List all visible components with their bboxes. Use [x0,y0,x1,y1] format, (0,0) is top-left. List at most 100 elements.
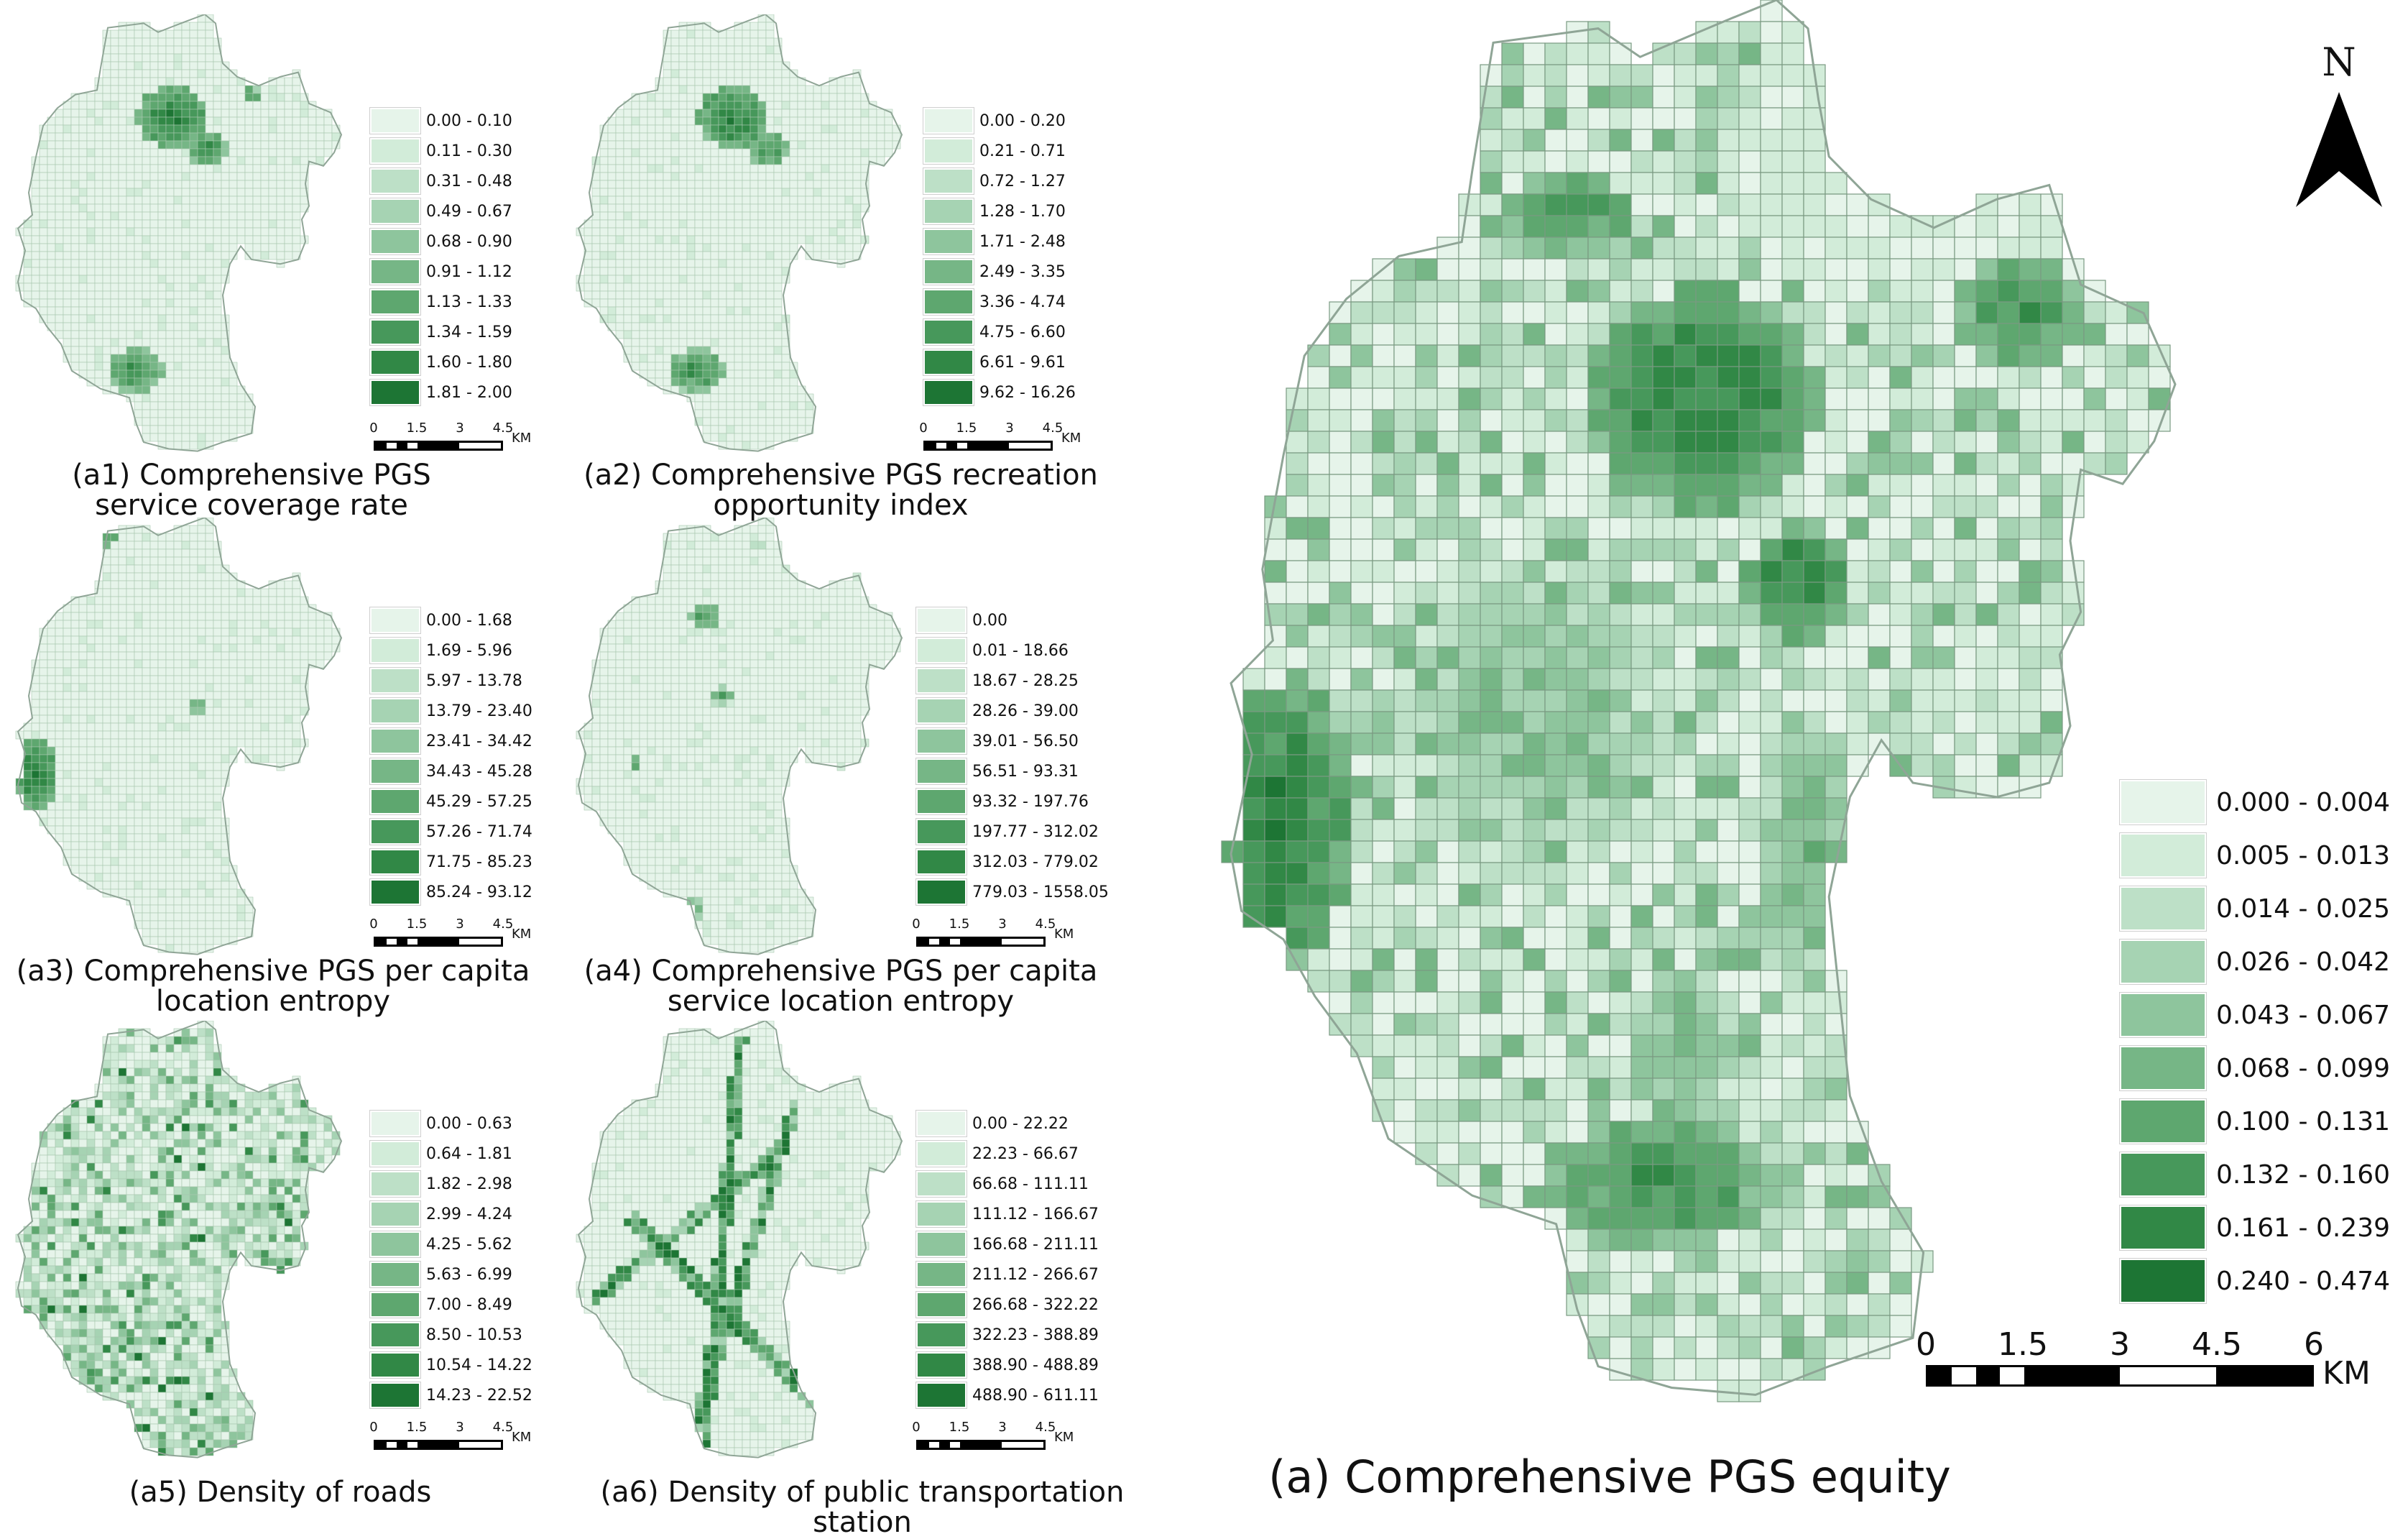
grid-cell [205,794,214,803]
grid-cell [726,243,735,252]
legend-swatch [369,637,421,664]
grid-cell [78,330,88,339]
grid-cell [678,172,688,181]
grid-cell [126,180,135,189]
grid-cell [591,235,601,244]
grid-cell [94,841,103,850]
grid-cell [252,643,262,653]
grid-cell [615,180,624,189]
grid-cell [757,667,767,676]
grid-cell [694,651,704,661]
grid-cell [126,61,135,70]
grid-cell [181,936,190,945]
grid-cell [694,140,704,150]
grid-cell [70,738,80,748]
grid-cell [781,596,790,605]
grid-cell [165,691,175,700]
grid-cell [607,298,617,308]
grid-cell [734,61,743,70]
grid-cell [157,377,167,387]
grid-cell [268,109,277,118]
grid-cell [102,132,111,142]
grid-cell [734,346,743,355]
grid-cell [86,322,96,331]
grid-cell [142,354,151,363]
grid-cell [126,132,135,142]
grid-cell [300,635,309,645]
grid-cell [78,730,88,740]
grid-cell [781,140,790,150]
grid-cell [718,338,727,347]
scale-segment [376,443,387,449]
grid-cell [205,203,214,213]
grid-cell [189,746,198,755]
grid-cell [157,417,167,426]
grid-cell [118,85,127,94]
grid-cell [126,715,135,724]
grid-cell [252,651,262,661]
grid-cell [836,588,846,597]
grid-cell [757,290,767,300]
grid-cell [797,227,806,236]
grid-cell [813,132,822,142]
grid-cell [821,715,830,724]
grid-cell [805,227,814,236]
grid-cell [229,659,238,669]
grid-cell [55,251,64,260]
grid-cell [142,881,151,890]
grid-cell [126,817,135,827]
grid-cell [142,417,151,426]
grid-cell [615,707,624,716]
grid-cell [157,635,167,645]
grid-cell [718,148,727,157]
grid-cell [742,251,751,260]
grid-cell [639,362,648,371]
grid-cell [189,203,198,213]
grid-cell [655,596,664,605]
legend-item: 0.00 - 1.68 [369,607,532,634]
grid-cell [829,148,838,157]
grid-cell [663,715,672,724]
grid-cell [726,77,735,86]
grid-cell [149,290,159,300]
grid-cell [47,786,56,795]
legend-label: 1.81 - 2.00 [426,383,512,402]
grid-cell [157,354,167,363]
grid-cell [773,243,783,252]
grid-cell [149,572,159,582]
grid-cell [173,227,183,236]
grid-cell [276,77,285,86]
grid-cell [781,322,790,331]
grid-cell [663,180,672,189]
grid-cell [110,881,119,890]
grid-cell [702,37,711,47]
grid-cell [726,140,735,150]
grid-cell [631,267,640,276]
grid-cell [631,346,640,355]
grid-cell [292,77,301,86]
grid-cell [118,849,127,858]
grid-cell [852,715,862,724]
grid-cell [165,564,175,574]
grid-cell [47,770,56,779]
grid-cell [655,211,664,221]
grid-cell [31,794,40,803]
grid-cell [205,936,214,945]
grid-cell [686,667,696,676]
grid-cell [165,306,175,316]
grid-cell [639,596,648,605]
grid-cell [110,330,119,339]
grid-cell [110,140,119,150]
grid-cell [213,762,222,771]
grid-cell [110,45,119,55]
grid-cell [55,282,64,292]
grid-cell [181,643,190,653]
grid-cell [94,259,103,268]
grid-cell [268,707,277,716]
grid-cell [149,354,159,363]
grid-cell [742,588,751,597]
grid-cell [31,227,40,236]
grid-cell [694,275,704,284]
grid-cell [734,140,743,150]
grid-cell [213,659,222,669]
